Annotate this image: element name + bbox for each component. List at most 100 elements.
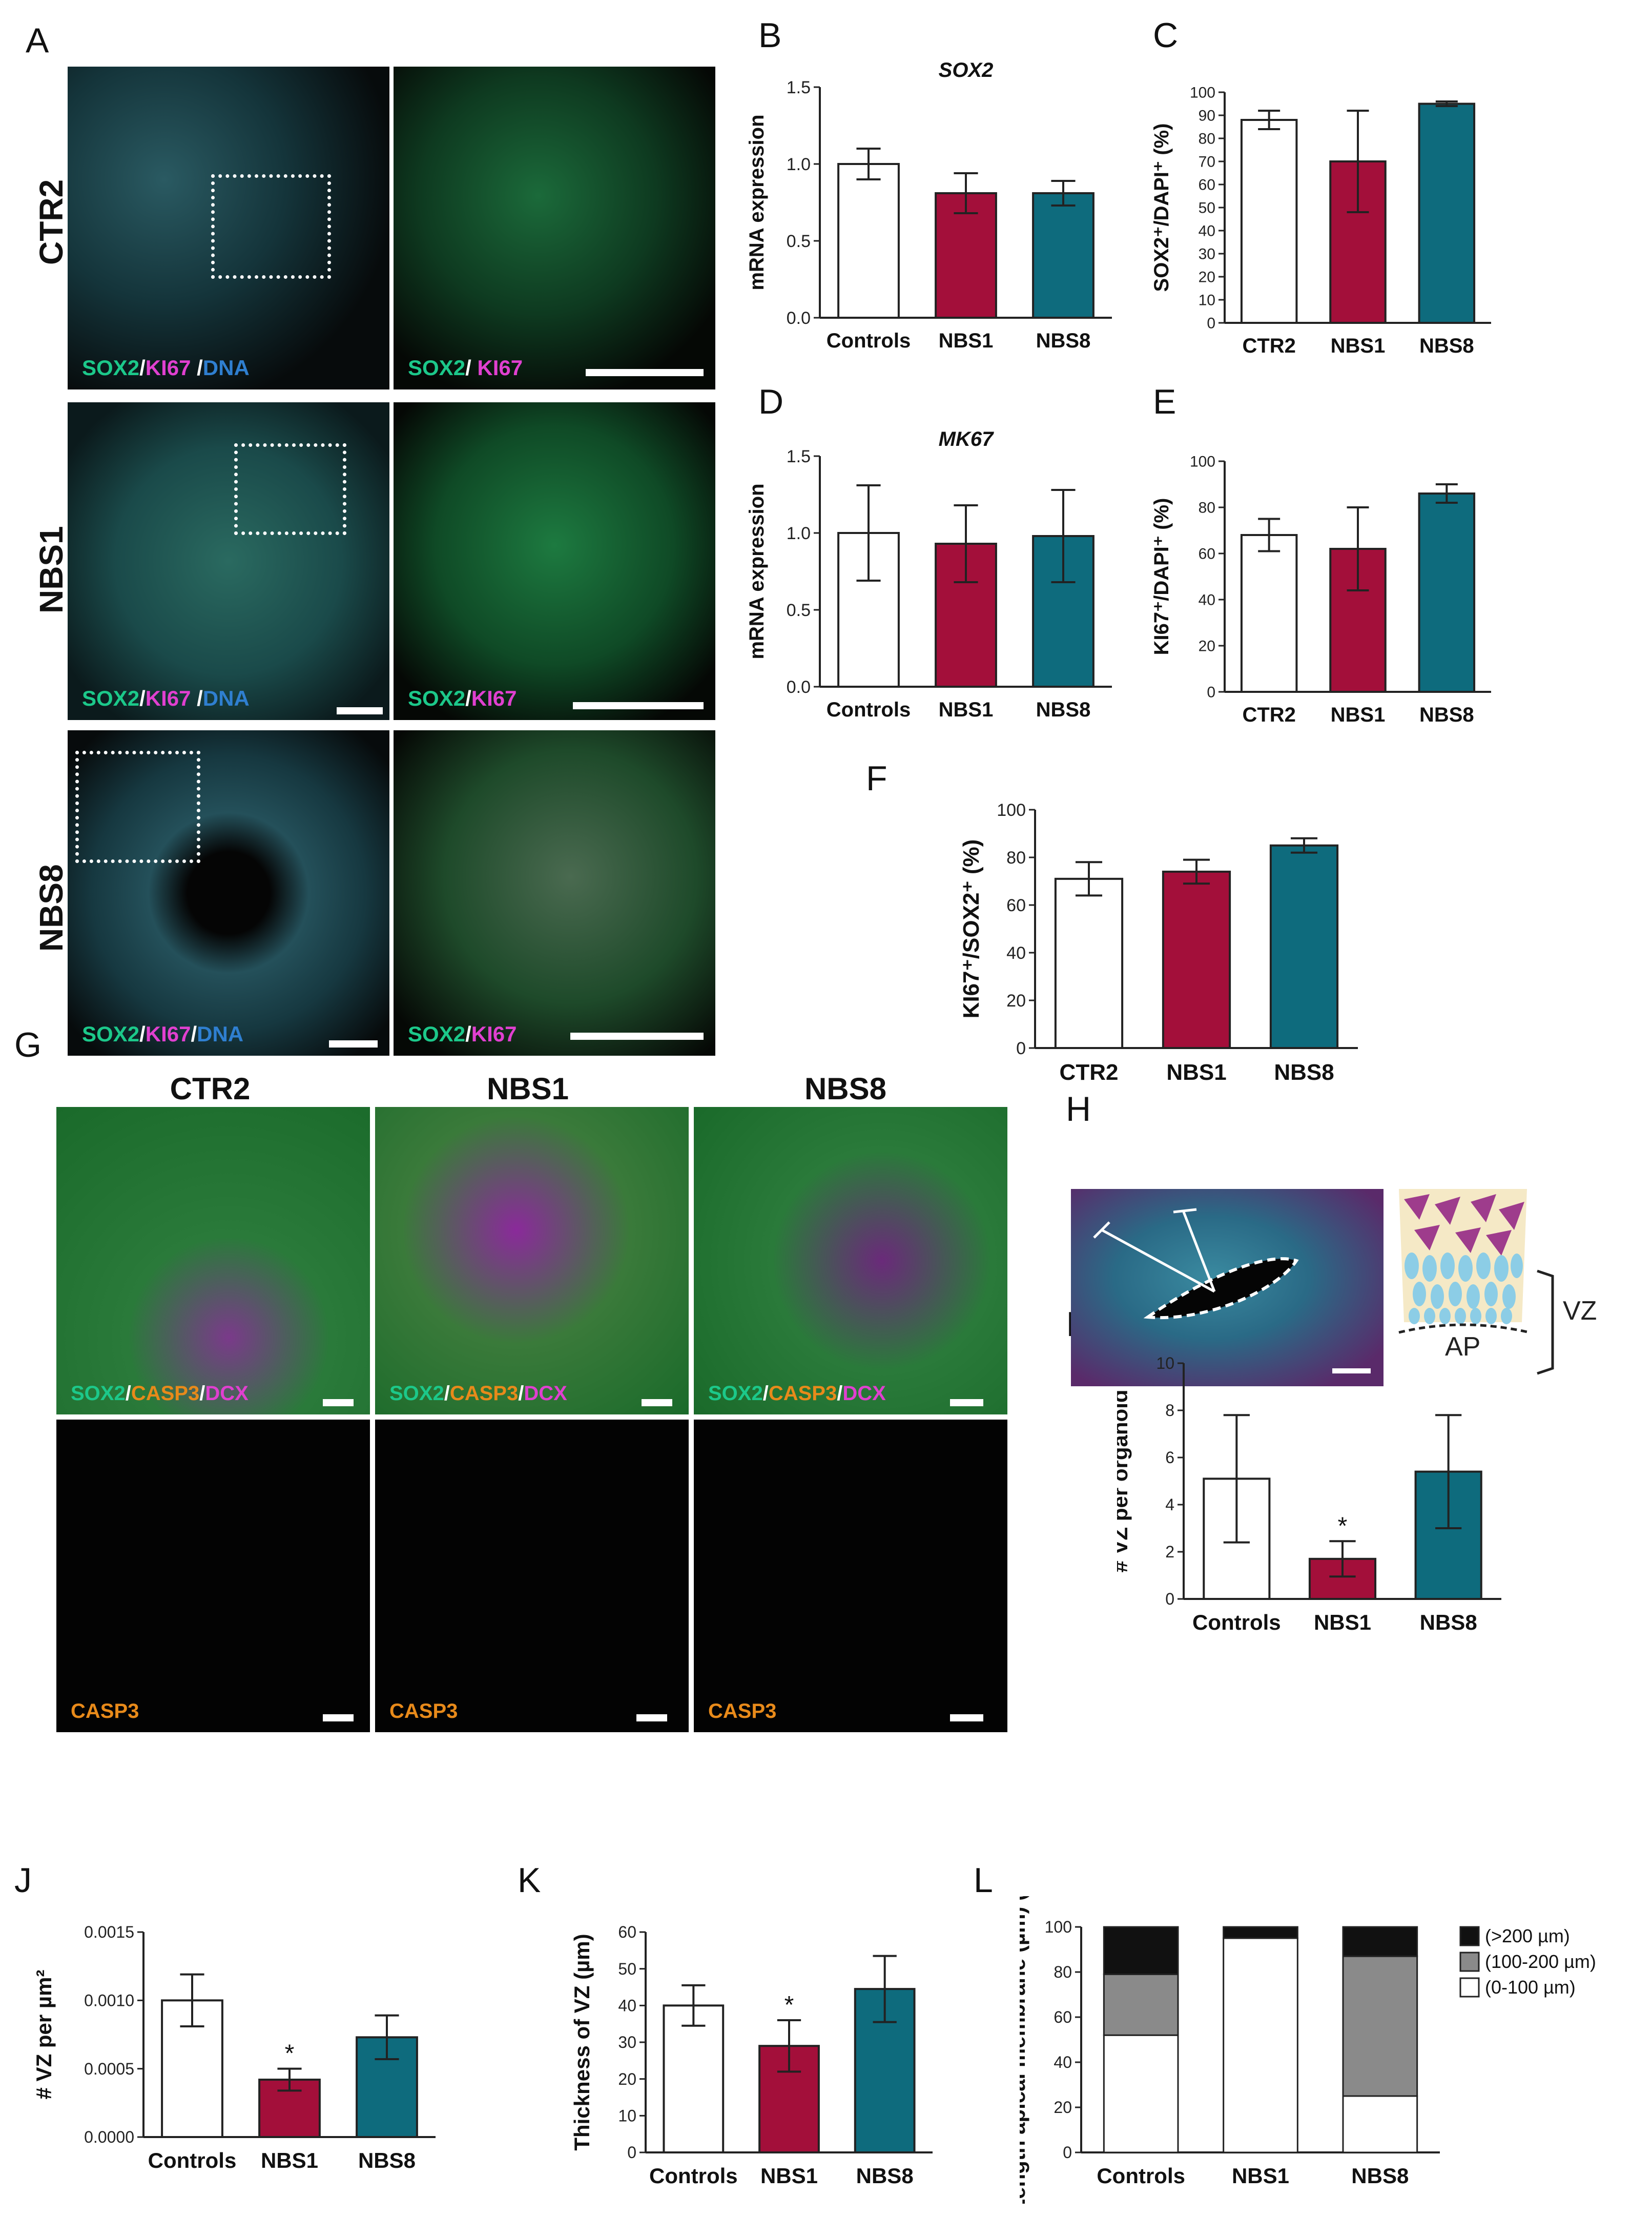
y-tick-label: 40 xyxy=(1006,943,1026,963)
panel-letter-k: K xyxy=(518,1861,541,1900)
y-tick-label: 100 xyxy=(1190,85,1215,101)
column-label-nbs1: NBS1 xyxy=(486,1072,569,1106)
x-tick-label: NBS1 xyxy=(939,699,994,721)
y-tick-label: 50 xyxy=(618,1960,636,1978)
micrograph-g-nbs8-merge: SOX2/CASP3/DCX xyxy=(694,1107,1007,1414)
stain-label: SOX2/ KI67 xyxy=(408,356,523,380)
bar xyxy=(1032,192,1095,319)
y-tick-label: 1.5 xyxy=(787,78,811,97)
x-tick-label: NBS8 xyxy=(358,2148,416,2172)
stacked-bar-segment xyxy=(1342,1926,1418,1957)
x-tick-label: CTR2 xyxy=(1242,335,1295,357)
legend-swatch xyxy=(1459,1952,1480,1972)
y-tick-label: 0.0015 xyxy=(84,1923,134,1941)
x-tick-label: NBS1 xyxy=(760,2164,818,2188)
bar xyxy=(1240,534,1298,693)
legend-label: (0-100 µm) xyxy=(1485,1977,1576,1998)
stacked-bar-segment xyxy=(1103,1973,1179,2036)
panel-letter-a: A xyxy=(26,21,49,60)
stain-label: SOX2/KI67 /DNA xyxy=(82,686,250,710)
y-tick-label: 1.0 xyxy=(787,524,811,543)
micrograph-nbs1-overview: SOX2/KI67 /DNA xyxy=(68,402,389,720)
stain-label: SOX2/CASP3/DCX xyxy=(708,1382,886,1405)
y-axis-label: Thickness of VZ (µm) xyxy=(570,1934,594,2150)
y-axis-label: SOX2⁺/DAPI⁺ (%) xyxy=(1150,124,1173,292)
scale-bar xyxy=(337,707,383,714)
y-tick-label: 80 xyxy=(1054,1963,1072,1981)
bar xyxy=(1240,119,1298,324)
chart-e: 0 20 40 60 80 100 KI67⁺/DAPI⁺ (%) CTR2 NBS1 NBS8 xyxy=(1150,454,1491,726)
y-tick-label: 0 xyxy=(1063,2143,1072,2162)
x-tick-label: NBS8 xyxy=(1419,704,1474,726)
stacked-bar-segment xyxy=(1342,1955,1418,2097)
scale-bar xyxy=(950,1714,983,1721)
y-tick-label: 0 xyxy=(627,2143,636,2162)
panel-letter-j: J xyxy=(14,1861,32,1900)
stacked-bar-segment xyxy=(1223,1926,1298,1939)
y-axis-label: # VZ per organoid xyxy=(1117,1389,1132,1572)
significance-marker: * xyxy=(784,1992,794,2019)
scale-bar xyxy=(323,1399,354,1406)
y-tick-label: 4 xyxy=(1165,1495,1174,1514)
zoom-region-box xyxy=(234,443,346,535)
micrograph-g-ctr2-merge: SOX2/CASP3/DCX xyxy=(56,1107,370,1414)
y-tick-label: 60 xyxy=(1199,546,1215,563)
chart-l: 0 20 40 60 80 100 Length apical membrane (µm) … xyxy=(1020,1896,1596,2204)
x-tick-label: NBS1 xyxy=(1314,1610,1371,1634)
micrograph-h-vz-measure xyxy=(1071,1189,1383,1386)
y-tick-label: 0.0 xyxy=(787,678,811,697)
x-tick-label: NBS1 xyxy=(1232,2164,1289,2188)
micrograph-nbs8-zoom: SOX2/KI67 xyxy=(394,730,715,1056)
panel-letter-l: L xyxy=(974,1861,993,1900)
y-axis-label: KI67⁺/SOX2⁺ (%) xyxy=(959,839,984,1019)
y-tick-label: 0.0010 xyxy=(84,1992,134,2010)
y-tick-label: 60 xyxy=(1006,896,1026,915)
row-label-ctr2: CTR2 xyxy=(33,179,70,265)
y-tick-label: 0 xyxy=(1165,1590,1174,1608)
stain-label: SOX2/KI67/DNA xyxy=(82,1022,244,1046)
y-tick-label: 10 xyxy=(1156,1354,1174,1372)
y-tick-label: 60 xyxy=(1054,2008,1072,2026)
stacked-bar-segment xyxy=(1103,2034,1179,2153)
bar xyxy=(935,543,997,688)
x-tick-label: CTR2 xyxy=(1242,704,1295,726)
y-tick-label: 70 xyxy=(1199,154,1215,171)
stain-label: SOX2/CASP3/DCX xyxy=(71,1382,249,1405)
column-label-nbs8: NBS8 xyxy=(804,1072,887,1106)
y-tick-label: 50 xyxy=(1199,200,1215,217)
scale-bar xyxy=(636,1714,667,1721)
scale-bar xyxy=(573,702,704,709)
x-tick-label: NBS1 xyxy=(1331,335,1386,357)
ap-label: AP xyxy=(1445,1332,1480,1362)
scale-bar xyxy=(642,1399,672,1406)
bar xyxy=(837,163,900,319)
vz-schematic: VZ AP xyxy=(1398,1189,1597,1375)
row-label-nbs8: NBS8 xyxy=(33,864,70,952)
micrograph-g-ctr2-casp3: CASP3 xyxy=(56,1420,370,1732)
x-tick-label: NBS8 xyxy=(1419,335,1474,357)
legend-swatch xyxy=(1459,1926,1480,1946)
y-tick-label: 1.5 xyxy=(787,447,811,466)
zoom-region-box xyxy=(75,751,200,863)
stain-label: SOX2/CASP3/DCX xyxy=(389,1382,567,1405)
y-axis-label: mRNA expression xyxy=(746,114,768,290)
chart-d: 0.0 0.5 1.0 1.5 mRNA expression MK67 Controls N… xyxy=(746,428,1112,721)
y-tick-label: 0 xyxy=(1016,1039,1026,1058)
micrograph-g-nbs8-casp3: CASP3 xyxy=(694,1420,1007,1732)
x-tick-label: NBS1 xyxy=(261,2148,318,2172)
panel-letter-g: G xyxy=(14,1025,42,1064)
bar xyxy=(1418,102,1476,324)
y-tick-label: 60 xyxy=(618,1923,636,1941)
panel-letter-b: B xyxy=(758,16,782,55)
y-tick-label: 100 xyxy=(1190,454,1215,470)
significance-marker: * xyxy=(285,2040,295,2067)
y-axis-label: KI67⁺/DAPI⁺ (%) xyxy=(1150,498,1173,655)
panel-letter-d: D xyxy=(758,382,784,421)
micrograph-nbs8-overview: SOX2/KI67/DNA xyxy=(68,730,389,1056)
y-tick-label: 40 xyxy=(618,1997,636,2015)
micrograph-nbs1-zoom: SOX2/KI67 xyxy=(394,402,715,720)
scale-bar xyxy=(950,1399,983,1406)
stain-label: CASP3 xyxy=(708,1700,777,1722)
significance-marker: * xyxy=(1338,1512,1348,1539)
y-tick-label: 100 xyxy=(997,800,1026,820)
